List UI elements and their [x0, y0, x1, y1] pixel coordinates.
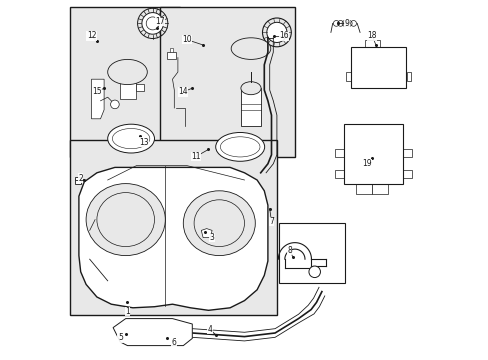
Bar — [346, 72, 350, 81]
Text: 16: 16 — [279, 31, 288, 40]
Text: 6: 6 — [171, 338, 176, 347]
Circle shape — [142, 13, 163, 34]
Bar — [334, 149, 343, 157]
Text: 4: 4 — [207, 325, 212, 334]
Text: 10: 10 — [182, 35, 191, 44]
Polygon shape — [201, 229, 212, 238]
Text: 14: 14 — [178, 87, 188, 96]
Text: 15: 15 — [92, 87, 102, 96]
Bar — [334, 170, 343, 178]
Bar — [402, 149, 411, 157]
Circle shape — [308, 266, 320, 278]
Text: 2: 2 — [78, 174, 83, 183]
Bar — [355, 184, 371, 194]
Bar — [167, 52, 176, 59]
Bar — [350, 47, 406, 88]
Bar — [75, 177, 81, 180]
Bar — [278, 223, 345, 283]
Polygon shape — [79, 167, 267, 310]
Text: 12: 12 — [86, 31, 96, 40]
Text: 5: 5 — [118, 333, 122, 342]
Ellipse shape — [107, 124, 154, 153]
Text: 3: 3 — [209, 233, 214, 242]
Text: 7: 7 — [268, 217, 273, 226]
Text: 8: 8 — [286, 246, 291, 255]
Ellipse shape — [231, 38, 270, 59]
Text: 19: 19 — [361, 159, 371, 168]
Bar — [169, 48, 173, 52]
Text: 1: 1 — [125, 307, 130, 316]
Bar — [160, 7, 294, 157]
Bar — [75, 179, 81, 184]
Polygon shape — [91, 79, 104, 119]
Bar — [365, 40, 379, 47]
Circle shape — [177, 331, 182, 337]
Polygon shape — [113, 319, 192, 346]
Text: 13: 13 — [139, 138, 148, 147]
Circle shape — [124, 328, 130, 333]
Ellipse shape — [183, 191, 255, 256]
Bar — [136, 84, 144, 91]
Bar — [241, 88, 260, 126]
Circle shape — [110, 100, 119, 109]
Text: 9: 9 — [344, 19, 349, 28]
Bar — [120, 72, 136, 99]
Ellipse shape — [215, 132, 264, 161]
Ellipse shape — [241, 82, 261, 95]
Text: 18: 18 — [367, 31, 376, 40]
Bar — [371, 184, 387, 194]
Bar — [406, 72, 410, 81]
Bar — [70, 140, 276, 315]
Ellipse shape — [86, 184, 165, 256]
Ellipse shape — [107, 59, 147, 85]
Text: 11: 11 — [191, 152, 200, 161]
Circle shape — [266, 22, 286, 42]
Bar — [343, 124, 402, 184]
Text: 17: 17 — [155, 17, 164, 26]
Bar — [402, 170, 411, 178]
Bar — [70, 7, 179, 157]
